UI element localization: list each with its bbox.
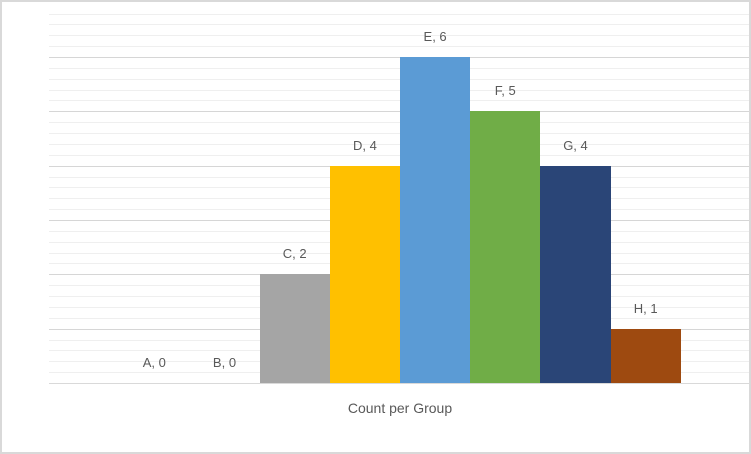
bar-H	[610, 328, 681, 383]
bar-E	[400, 57, 471, 383]
gridline-minor	[49, 35, 749, 37]
gridline-major	[49, 57, 749, 59]
data-label-E: E, 6	[423, 29, 447, 45]
x-axis-line	[49, 383, 749, 384]
chart-title: Count per Group	[347, 400, 453, 416]
bar-C	[259, 274, 330, 383]
gridline-minor	[49, 100, 749, 102]
bar-G	[540, 165, 611, 383]
data-label-B: B, 0	[212, 355, 237, 370]
data-label-G: G, 4	[563, 137, 588, 153]
data-label-A: A, 0	[142, 355, 166, 370]
gridline-minor	[49, 24, 749, 26]
gridline-minor	[49, 133, 749, 135]
bar-D	[329, 165, 400, 383]
data-label-C: C, 2	[282, 246, 307, 262]
gridline-minor	[49, 13, 749, 15]
gridline-minor	[49, 89, 749, 91]
data-label-D: D, 4	[352, 137, 377, 153]
plot-area: A, 0 B, 0 C, 2 D, 4 E, 6 F, 5 G, 4 H, 1	[49, 2, 749, 384]
bar-F	[470, 111, 541, 383]
gridline-minor	[49, 67, 749, 69]
gridline-minor	[49, 78, 749, 80]
data-label-F: F, 5	[494, 83, 516, 99]
gridline-minor	[49, 154, 749, 156]
gridline-minor	[49, 122, 749, 124]
gridline-minor	[49, 46, 749, 48]
gridline-major	[49, 111, 749, 113]
data-label-H: H, 1	[633, 300, 658, 316]
gridline-minor	[49, 143, 749, 145]
